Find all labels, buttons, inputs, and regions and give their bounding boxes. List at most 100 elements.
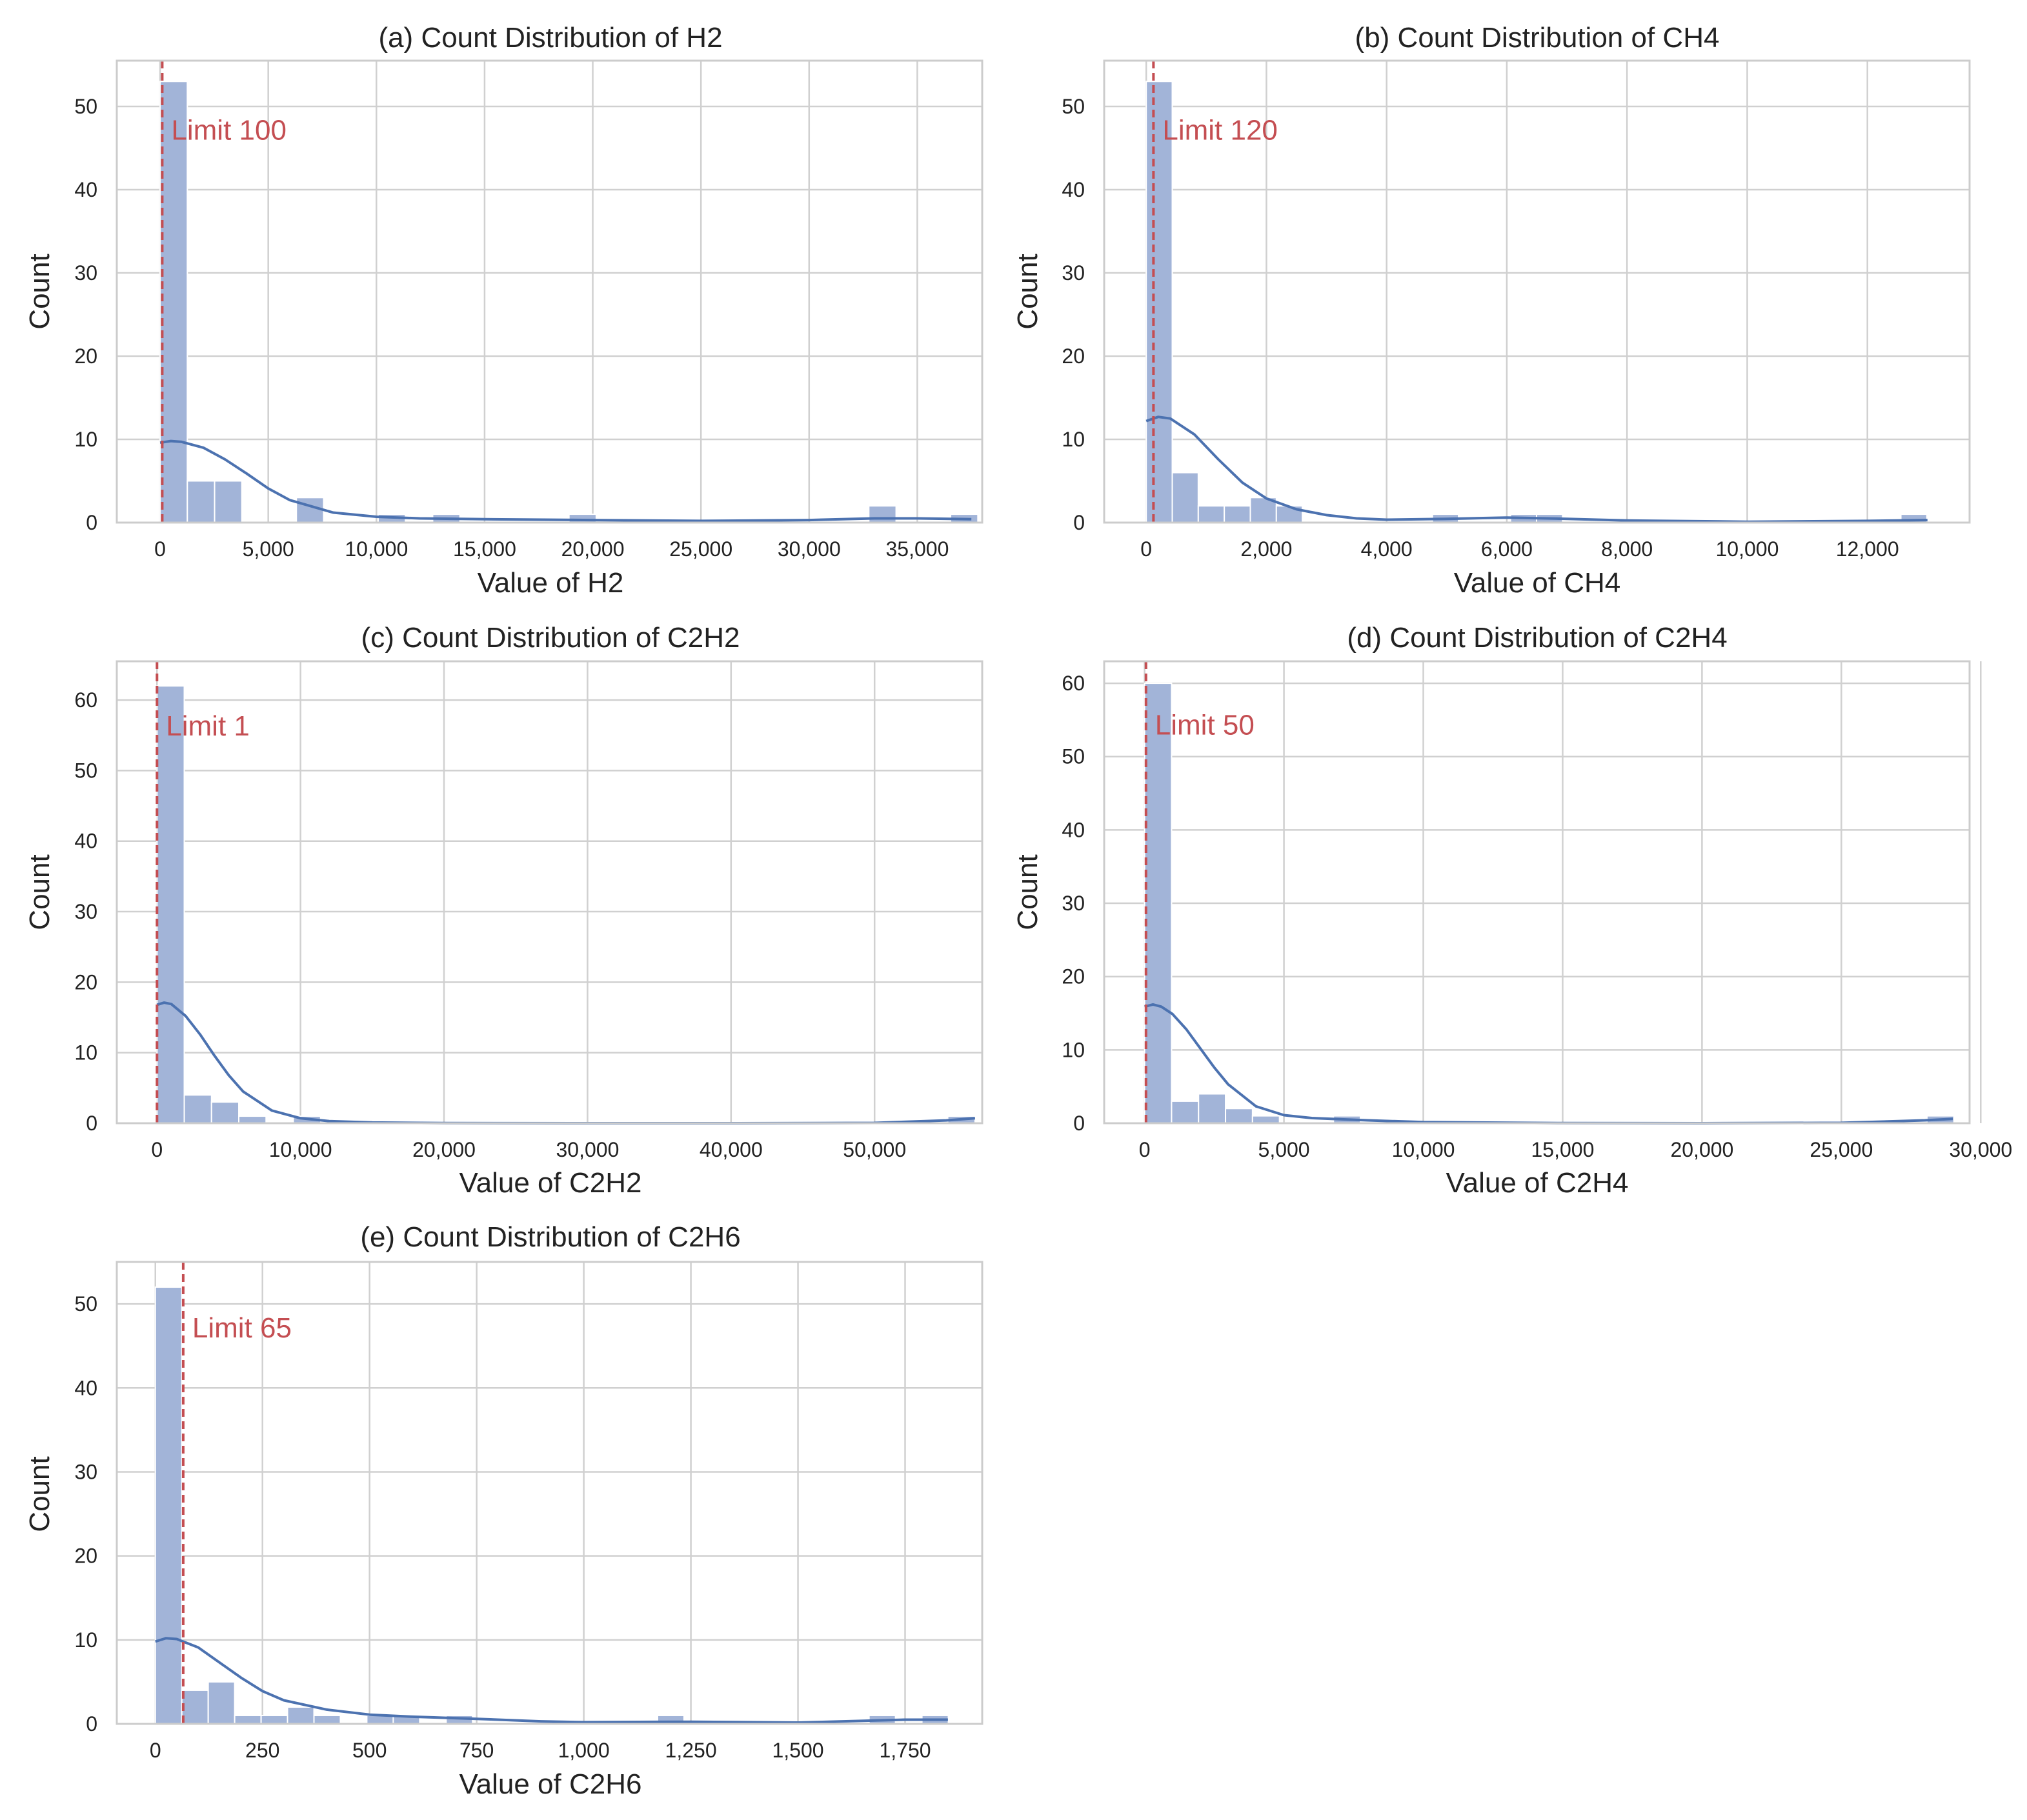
histogram-bar	[156, 685, 185, 1124]
kde-curve	[159, 439, 972, 523]
histogram-bar	[183, 1094, 212, 1124]
y-tick-label: 50	[74, 1292, 97, 1315]
x-tick-label: 6,000	[1481, 537, 1533, 561]
y-tick-label: 30	[74, 261, 97, 285]
kde-curve	[155, 1637, 948, 1724]
y-tick-label: 10	[1062, 1038, 1085, 1061]
x-tick-label: 1,500	[772, 1739, 824, 1762]
limit-label: Limit 100	[171, 115, 287, 146]
x-axis-label: Value of CH4	[1454, 567, 1620, 599]
x-tick-label: 50,000	[843, 1138, 906, 1161]
y-tick-label: 50	[1062, 95, 1085, 118]
histogram-bar	[1171, 472, 1199, 524]
y-axis-label: Count	[24, 854, 55, 930]
x-tick-label: 10,000	[1716, 537, 1779, 561]
y-tick-label: 40	[1062, 178, 1085, 201]
x-tick-label: 12,000	[1836, 537, 1899, 561]
y-axis-label: Count	[24, 254, 55, 329]
limit-label: Limit 120	[1162, 115, 1278, 146]
x-tick-label: 30,000	[778, 537, 841, 561]
y-tick-label: 0	[86, 1112, 97, 1135]
x-tick-label: 0	[151, 1138, 163, 1161]
y-tick-label: 50	[1062, 745, 1085, 768]
y-tick-label: 50	[74, 95, 97, 118]
x-tick-label: 25,000	[1810, 1138, 1873, 1161]
panel-c2h4: (d) Count Distribution of C2H4 Value of …	[1012, 622, 2012, 1199]
y-tick-label: 20	[74, 970, 97, 994]
histogram-bar	[207, 1681, 236, 1725]
x-tick-label: 2,000	[1240, 537, 1292, 561]
x-tick-label: 250	[245, 1739, 279, 1762]
kde-curve	[1145, 415, 1928, 523]
x-axis-label: Value of H2	[478, 567, 624, 599]
plot-frame	[116, 59, 983, 524]
y-tick-label: 0	[86, 511, 97, 534]
histogram-bar	[1144, 683, 1173, 1124]
limit-label: Limit 65	[192, 1312, 292, 1344]
x-tick-label: 15,000	[1531, 1138, 1595, 1161]
limit-label: Limit 1	[166, 710, 250, 742]
histogram-bar	[238, 1115, 267, 1125]
y-tick-label: 10	[1062, 428, 1085, 451]
y-tick-label: 60	[74, 688, 97, 712]
x-axis-label: Value of C2H2	[459, 1167, 642, 1199]
plot-frame	[116, 660, 983, 1125]
x-tick-label: 5,000	[243, 537, 294, 561]
histogram-bar	[1197, 505, 1225, 523]
y-tick-label: 0	[1073, 511, 1085, 534]
plot-area: Limit 50 0 5,000 10,000 15,000 20,000 25,000 30…	[1062, 660, 2012, 1161]
plot-frame	[116, 1261, 983, 1725]
y-tick-label: 60	[1062, 672, 1085, 695]
x-tick-label: 35,000	[885, 537, 949, 561]
x-tick-label: 20,000	[1670, 1138, 1733, 1161]
histogram-bar	[214, 480, 243, 523]
histogram-bar	[1198, 1093, 1227, 1124]
x-tick-label: 20,000	[561, 537, 625, 561]
y-tick-label: 40	[74, 1376, 97, 1399]
x-tick-label: 0	[1140, 537, 1152, 561]
y-tick-label: 20	[74, 1545, 97, 1568]
y-tick-label: 0	[86, 1712, 97, 1735]
histogram-bar	[296, 497, 325, 524]
x-tick-label: 0	[154, 537, 166, 561]
x-tick-label: 10,000	[269, 1138, 332, 1161]
x-tick-label: 10,000	[345, 537, 408, 561]
histogram-bar	[234, 1714, 262, 1725]
y-axis-label: Count	[1012, 854, 1044, 930]
histogram-bar	[154, 1286, 183, 1725]
y-tick-label: 0	[1073, 1112, 1085, 1135]
y-tick-label: 40	[74, 178, 97, 201]
x-tick-label: 8,000	[1601, 537, 1653, 561]
panel-title: (b) Count Distribution of CH4	[1355, 22, 1720, 54]
histogram-bar	[260, 1714, 288, 1725]
panel-c2h6: (e) Count Distribution of C2H6 Value of …	[24, 1221, 983, 1800]
plot-area: Limit 1 0 10,000 20,000 30,000 40,000 50,000 0 1…	[74, 660, 983, 1161]
y-tick-label: 40	[74, 830, 97, 853]
histogram-bar	[868, 505, 897, 523]
y-tick-label: 30	[1062, 892, 1085, 915]
x-tick-label: 750	[459, 1739, 494, 1762]
x-tick-label: 30,000	[1949, 1138, 2012, 1161]
histogram-bar	[1171, 1100, 1200, 1125]
panel-title: (d) Count Distribution of C2H4	[1347, 622, 1727, 654]
y-tick-label: 20	[1062, 965, 1085, 988]
x-tick-label: 10,000	[1392, 1138, 1455, 1161]
x-tick-label: 15,000	[453, 537, 516, 561]
y-tick-label: 50	[74, 759, 97, 782]
histogram-bar	[287, 1706, 315, 1725]
plot-area: Limit 65 0 250 500 750 1,000 1,250 1,500 1,750 0 1…	[74, 1261, 983, 1762]
x-tick-label: 1,250	[665, 1739, 717, 1762]
limit-label: Limit 50	[1155, 710, 1255, 741]
histogram-bar	[159, 81, 188, 523]
histogram-bar	[187, 480, 216, 523]
histogram-bar	[1225, 1108, 1253, 1125]
panel-title: (a) Count Distribution of H2	[378, 22, 722, 54]
plot-frame	[1103, 59, 1971, 524]
x-axis-label: Value of C2H6	[459, 1768, 642, 1800]
x-tick-label: 40,000	[700, 1138, 763, 1161]
y-axis-label: Count	[1012, 254, 1044, 329]
y-tick-label: 10	[74, 428, 97, 451]
histogram-bar	[1251, 1115, 1280, 1124]
panel-title: (c) Count Distribution of C2H2	[361, 622, 740, 654]
x-tick-label: 30,000	[556, 1138, 619, 1161]
